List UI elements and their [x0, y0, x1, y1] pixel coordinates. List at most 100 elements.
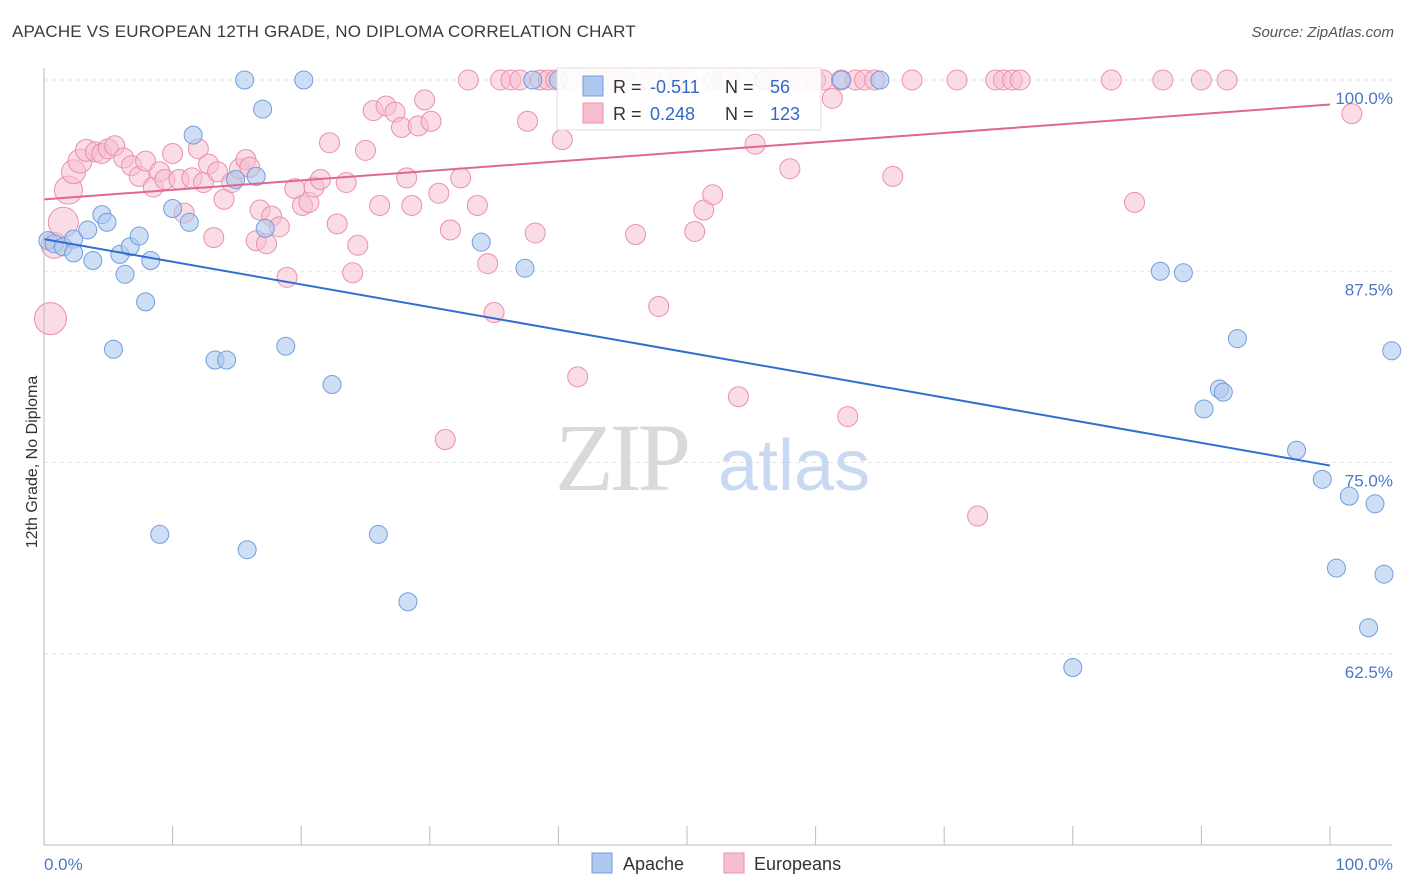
europeans-point [207, 161, 229, 183]
europeans-point [967, 505, 989, 527]
apache-r-value: -0.511 [650, 77, 700, 97]
europeans-r-label: R = [613, 104, 642, 124]
y-tick-label-0: 100.0% [1335, 89, 1393, 108]
apache-point [1150, 261, 1170, 281]
europeans-point [517, 110, 539, 132]
apache-n-value: 56 [770, 77, 790, 97]
apache-n-label: N = [725, 77, 754, 97]
europeans-point [276, 266, 298, 288]
europeans-point [625, 224, 647, 246]
apache-point [136, 292, 156, 312]
europeans-bottom-swatch [723, 852, 745, 874]
x-tick-label-0: 0.0% [44, 855, 83, 874]
apache-r-label: R = [613, 77, 642, 97]
apache-point [1063, 658, 1083, 678]
chart-title: APACHE VS EUROPEAN 12TH GRADE, NO DIPLOM… [12, 22, 636, 41]
apache-point [103, 339, 123, 359]
apache-point [294, 70, 314, 90]
apache-point [1227, 329, 1247, 349]
apache-point [1382, 341, 1402, 361]
europeans-point [326, 213, 348, 235]
apache-trend-line [43, 238, 1331, 467]
y-tick-label-3: 62.5% [1345, 663, 1393, 682]
y-tick-label-1: 87.5% [1345, 280, 1393, 299]
apache-point [398, 592, 418, 612]
europeans-point [1009, 69, 1031, 91]
europeans-point [414, 89, 436, 111]
apache-point [1359, 618, 1379, 638]
europeans-legend-swatch [582, 102, 604, 124]
apache-point [870, 70, 890, 90]
apache-point [253, 99, 273, 119]
watermark: ZIP atlas [555, 404, 870, 511]
europeans-point [396, 167, 418, 189]
europeans-n-value: 123 [770, 104, 800, 124]
apache-point [1213, 382, 1233, 402]
apache-point [523, 70, 543, 90]
apache-point [1312, 469, 1332, 489]
europeans-point [702, 184, 724, 206]
apache-point [255, 218, 275, 238]
europeans-point [901, 69, 923, 91]
apache-point [1326, 558, 1346, 578]
europeans-point [355, 139, 376, 161]
europeans-point [837, 406, 859, 428]
europeans-point [457, 69, 479, 91]
europeans-point [347, 234, 369, 256]
europeans-point [779, 158, 801, 180]
apache-point [129, 226, 149, 246]
europeans-point [477, 253, 499, 275]
europeans-point [428, 182, 450, 204]
apache-bottom-label: Apache [623, 854, 684, 874]
apache-point [1374, 564, 1394, 584]
europeans-point [946, 69, 968, 91]
trend-lines [43, 103, 1331, 467]
europeans-point [524, 222, 546, 244]
apache-point [368, 524, 388, 544]
apache-point [141, 251, 161, 271]
apache-point [471, 232, 491, 252]
europeans-point [551, 129, 573, 151]
europeans-point [342, 262, 364, 284]
apache-point [237, 540, 257, 560]
apache-point [179, 212, 199, 232]
europeans-point [1124, 191, 1146, 213]
apache-point [150, 524, 170, 544]
europeans-point [203, 227, 225, 249]
apache-point [1287, 440, 1307, 460]
apache-point [1339, 486, 1359, 506]
europeans-point [744, 133, 766, 155]
europeans-point [1100, 69, 1122, 91]
watermark-atlas: atlas [718, 426, 870, 506]
apache-legend-swatch [582, 75, 604, 97]
x-tick-label-1: 100.0% [1335, 855, 1393, 874]
chart-source: Source: ZipAtlas.com [1251, 24, 1394, 41]
europeans-point [420, 110, 442, 132]
europeans-point [434, 429, 456, 451]
europeans-point [727, 386, 749, 408]
watermark-zip: ZIP [555, 404, 688, 511]
apache-point [322, 374, 342, 394]
apache-point [1365, 494, 1385, 514]
europeans-points [33, 69, 1363, 527]
apache-point [115, 264, 135, 284]
apache-point [78, 220, 98, 240]
apache-point [163, 199, 183, 219]
europeans-point [882, 165, 904, 187]
europeans-n-label: N = [725, 104, 754, 124]
europeans-r-value: 0.248 [650, 104, 695, 124]
europeans-point [1341, 103, 1363, 125]
apache-point [235, 70, 255, 90]
apache-point [83, 251, 103, 271]
europeans-point [318, 132, 340, 154]
apache-point [1194, 399, 1214, 419]
europeans-bottom-label: Europeans [754, 854, 841, 874]
europeans-point [369, 194, 391, 216]
europeans-point [1216, 69, 1238, 91]
europeans-point [439, 219, 461, 241]
europeans-point [466, 194, 488, 216]
apache-point [97, 212, 117, 232]
europeans-point [162, 142, 184, 164]
apache-point [64, 243, 84, 263]
